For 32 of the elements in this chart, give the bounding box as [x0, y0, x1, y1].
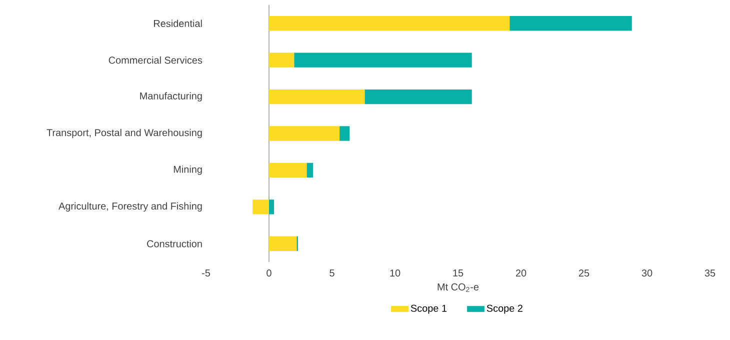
x-tick-label: 25	[578, 270, 590, 277]
bar	[269, 89, 365, 104]
legend-label: Scope 1	[410, 304, 447, 314]
y-tick-label: Mining	[174, 166, 202, 175]
y-tick-label: Agriculture, Forestry and Fishing	[58, 202, 202, 212]
x-tick-label: 10	[390, 270, 400, 277]
bar	[269, 52, 294, 68]
x-tick-label: -5	[202, 270, 210, 276]
bar	[252, 200, 269, 214]
bar	[306, 162, 314, 178]
bar	[269, 236, 297, 251]
x-axis-title: Mt CO$_{2}$-e	[438, 283, 479, 292]
x-tick-label: 0	[266, 270, 272, 277]
bar	[364, 89, 472, 104]
bar	[269, 16, 510, 31]
x-tick-label: 5	[330, 270, 334, 276]
x-tick-label: 35	[704, 270, 716, 277]
legend-label: Scope 2	[486, 304, 522, 314]
x-tick-label: 30	[642, 270, 652, 277]
bar	[269, 200, 274, 214]
bar	[269, 126, 340, 141]
y-tick-label: Residential	[154, 20, 202, 28]
y-tick-label: Transport, Postal and Warehousing	[46, 128, 202, 138]
bar	[340, 126, 350, 141]
x-tick-label: 20	[516, 270, 526, 277]
bar	[294, 52, 472, 68]
bar	[269, 162, 307, 178]
y-tick-label: Construction	[147, 240, 202, 248]
y-tick-label: Manufacturing	[140, 92, 202, 102]
bar	[510, 16, 632, 31]
x-tick-label: 15	[453, 270, 464, 276]
y-tick-label: Commercial Services	[108, 56, 202, 64]
